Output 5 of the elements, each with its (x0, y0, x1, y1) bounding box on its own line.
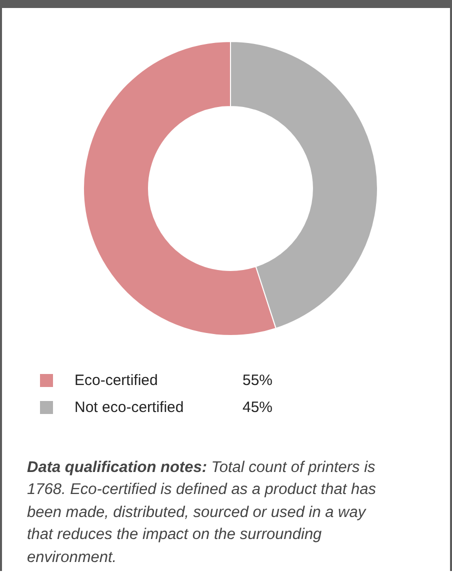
data-label: 55% (242, 372, 273, 389)
text: Data qualification notes: (27, 459, 207, 476)
legend-label: Not eco-certified (74, 399, 184, 416)
data-label: 45% (242, 399, 273, 416)
legend-label: Eco-certified (74, 372, 158, 389)
